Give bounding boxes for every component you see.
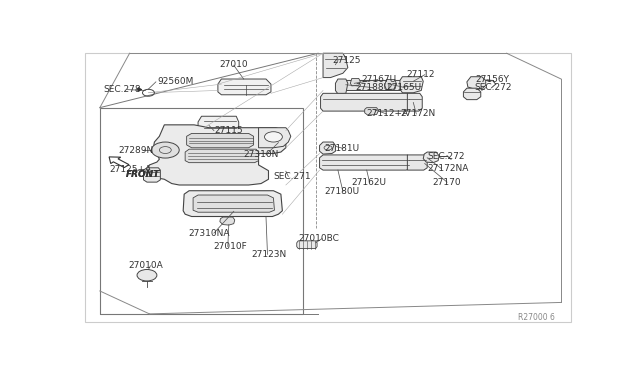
Polygon shape — [385, 80, 396, 90]
Text: 27010F: 27010F — [213, 242, 246, 251]
Polygon shape — [198, 116, 239, 134]
Text: 27115: 27115 — [214, 126, 243, 135]
Text: 27167U: 27167U — [362, 75, 397, 84]
Text: 27310N: 27310N — [244, 150, 279, 160]
Polygon shape — [319, 155, 410, 170]
Text: 27125+A: 27125+A — [110, 165, 152, 174]
Circle shape — [137, 269, 157, 281]
Polygon shape — [423, 152, 439, 163]
Polygon shape — [408, 155, 428, 170]
Text: 27170: 27170 — [432, 178, 461, 187]
Polygon shape — [337, 80, 403, 90]
Polygon shape — [220, 217, 235, 225]
Circle shape — [264, 132, 282, 142]
Text: 27181U: 27181U — [324, 144, 359, 153]
Polygon shape — [183, 191, 282, 217]
Polygon shape — [408, 93, 422, 111]
Text: 27112: 27112 — [406, 70, 435, 79]
Polygon shape — [319, 142, 335, 154]
Text: 27289N: 27289N — [118, 146, 154, 155]
Text: 27180U: 27180U — [324, 187, 359, 196]
Polygon shape — [350, 78, 360, 86]
Circle shape — [152, 142, 179, 158]
Text: 27010A: 27010A — [129, 261, 163, 270]
Text: SEC.272: SEC.272 — [475, 83, 512, 92]
Text: 27165U: 27165U — [387, 83, 422, 92]
Text: 27172NA: 27172NA — [428, 164, 468, 173]
Text: 27310NA: 27310NA — [188, 229, 230, 238]
Bar — [100, 108, 303, 314]
Polygon shape — [187, 134, 253, 148]
Polygon shape — [218, 79, 271, 95]
Polygon shape — [463, 88, 481, 100]
Text: 27162U: 27162U — [352, 178, 387, 187]
FancyArrow shape — [109, 157, 129, 167]
Text: 27172N: 27172N — [400, 109, 435, 118]
Text: R27000 6: R27000 6 — [518, 313, 555, 322]
Polygon shape — [185, 149, 259, 163]
Polygon shape — [335, 79, 348, 94]
Text: SEC.272: SEC.272 — [428, 153, 465, 161]
Text: 27125: 27125 — [332, 56, 360, 65]
Polygon shape — [297, 241, 317, 248]
Text: SEC.278: SEC.278 — [104, 85, 141, 94]
Text: 27188U: 27188U — [355, 83, 390, 92]
Text: 92560M: 92560M — [157, 77, 193, 86]
Polygon shape — [467, 77, 486, 89]
Text: 27112+A: 27112+A — [367, 109, 409, 118]
Polygon shape — [147, 125, 286, 185]
Text: 27156Y: 27156Y — [476, 75, 510, 84]
Text: 27010BC: 27010BC — [298, 234, 339, 243]
Polygon shape — [365, 108, 379, 115]
Text: FRONT: FRONT — [125, 170, 160, 179]
Text: 27123N: 27123N — [251, 250, 286, 259]
Text: SEC.271: SEC.271 — [273, 172, 311, 181]
Polygon shape — [143, 168, 161, 182]
Polygon shape — [323, 53, 348, 78]
Polygon shape — [193, 195, 275, 212]
Text: 27010: 27010 — [220, 60, 248, 69]
Polygon shape — [321, 93, 410, 111]
Polygon shape — [400, 77, 423, 93]
Text: FRONT: FRONT — [125, 170, 160, 179]
Polygon shape — [259, 128, 291, 148]
